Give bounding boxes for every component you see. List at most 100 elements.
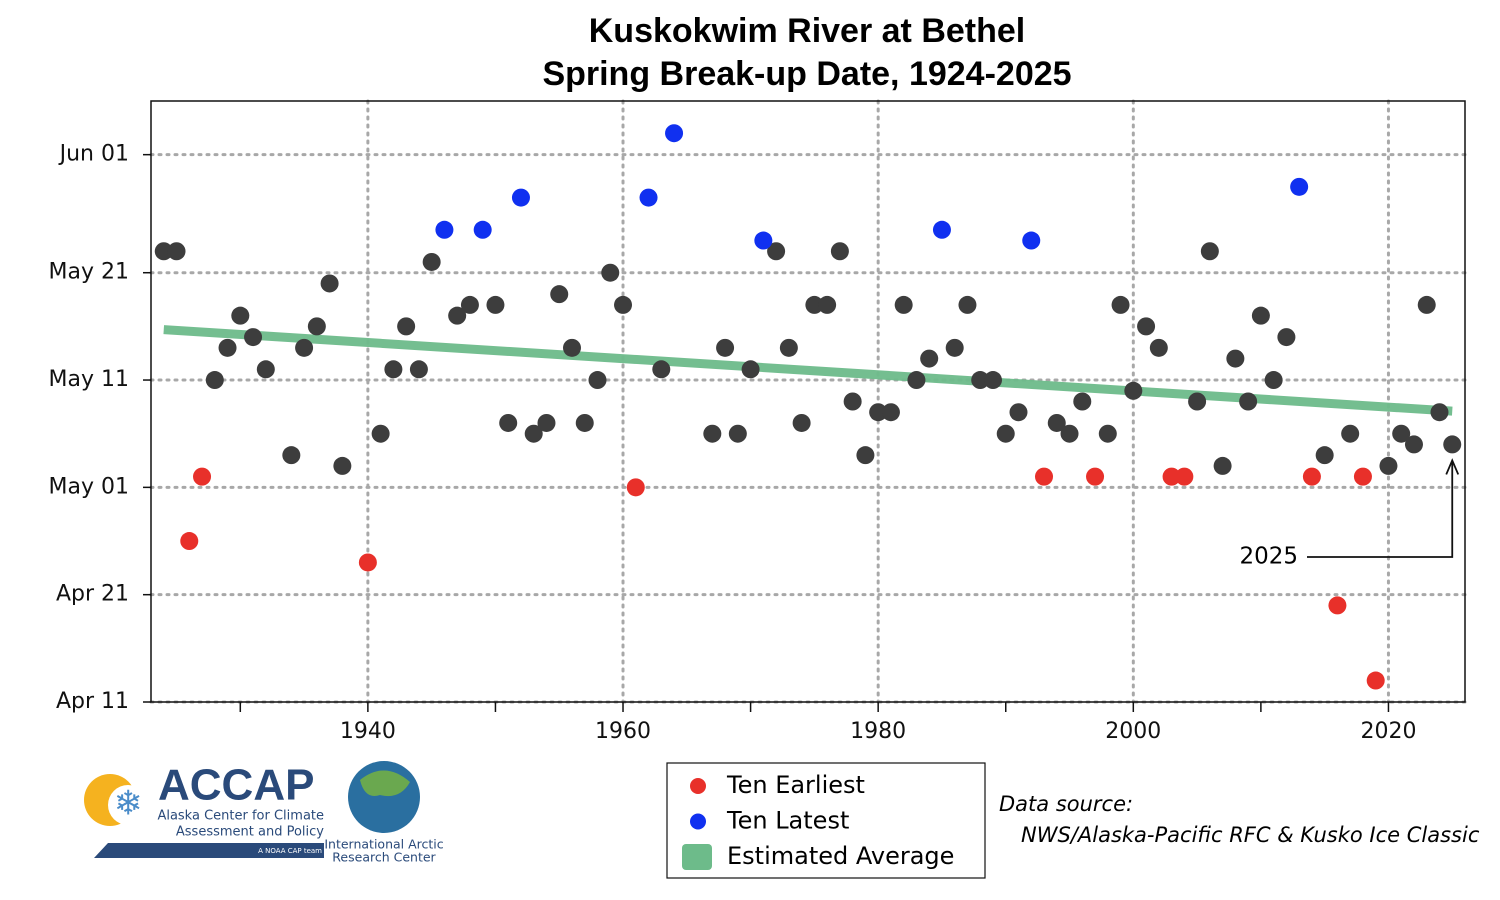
logo-text: A NOAA CAP team	[258, 847, 322, 855]
data-point	[588, 371, 607, 390]
legend-label: Ten Latest	[726, 807, 849, 835]
data-point	[1226, 349, 1245, 368]
data-point	[869, 403, 888, 422]
x-tick-label: 1940	[340, 719, 396, 744]
logo-title: ACCAP	[158, 761, 314, 810]
data-point	[716, 338, 735, 357]
logo-land	[360, 770, 410, 797]
data-point	[1341, 424, 1360, 443]
data-point	[397, 317, 416, 336]
data-point	[805, 295, 824, 314]
data-point	[409, 360, 428, 379]
data-point	[767, 242, 786, 261]
legend-label: Estimated Average	[727, 842, 954, 870]
data-point	[1175, 467, 1194, 486]
data-point	[154, 242, 173, 261]
legend-label: Ten Earliest	[726, 771, 865, 799]
chart-title: Kuskokwim River at Bethel	[589, 12, 1025, 50]
data-point	[1315, 446, 1334, 465]
annotation-arrow	[1307, 462, 1454, 558]
data-point	[499, 413, 518, 432]
data-point	[218, 338, 237, 357]
data-point	[779, 338, 798, 357]
plot-area	[149, 99, 1467, 704]
data-point	[1047, 413, 1066, 432]
data-point	[167, 242, 186, 261]
data-point	[1443, 435, 1462, 454]
chart-title: Spring Break-up Date, 1924-2025	[542, 55, 1071, 93]
data-point	[639, 188, 658, 207]
data-point	[193, 467, 212, 486]
data-point	[205, 371, 224, 390]
data-point	[231, 306, 250, 325]
data-point	[996, 424, 1015, 443]
data-point	[1290, 177, 1309, 196]
annotation-text: 2025	[1239, 544, 1298, 570]
data-point	[818, 295, 837, 314]
data-point	[1162, 467, 1181, 486]
data-point	[1379, 456, 1398, 475]
logo-bar	[94, 843, 324, 858]
x-tick-label: 1960	[595, 719, 651, 744]
data-point	[1264, 371, 1283, 390]
trend-line	[163, 325, 1453, 416]
data-point	[320, 274, 339, 293]
logo-text: International Arctic	[324, 837, 443, 852]
logo-text: Alaska Center for Climate	[157, 809, 324, 824]
data-point	[1277, 328, 1296, 347]
data-point	[894, 295, 913, 314]
y-tick-label: May 21	[49, 260, 129, 285]
data-point	[1111, 295, 1130, 314]
data-point	[945, 338, 964, 357]
data-point	[422, 252, 441, 271]
iarc-logo: International Arctic Research Center	[324, 761, 444, 865]
data-point	[1353, 467, 1372, 486]
data-point	[511, 188, 530, 207]
y-tick-label: Apr 21	[56, 582, 129, 607]
data-point	[1302, 467, 1321, 486]
accap-logo: ❄ ACCAP Alaska Center for Climate Assess…	[84, 761, 324, 858]
data-point	[384, 360, 403, 379]
y-tick-label: May 01	[49, 474, 129, 499]
data-point	[1060, 424, 1079, 443]
annotation-arrowhead	[1445, 458, 1460, 475]
data-point	[524, 424, 543, 443]
data-point	[614, 295, 633, 314]
data-point	[1200, 242, 1219, 261]
data-point	[1086, 467, 1105, 486]
logo-snow	[108, 785, 148, 825]
x-tick-label: 2000	[1105, 719, 1161, 744]
data-point	[562, 338, 581, 357]
data-point	[575, 413, 594, 432]
data-point	[282, 446, 301, 465]
data-point	[907, 371, 926, 390]
data-point	[881, 403, 900, 422]
data-point	[703, 424, 722, 443]
data-point	[1366, 671, 1385, 690]
data-point	[537, 413, 556, 432]
legend-marker	[690, 778, 706, 794]
logo-text: Research Center	[332, 850, 436, 865]
logo-text: Assessment and Policy	[176, 825, 324, 840]
source-text: NWS/Alaska-Pacific RFC & Kusko Ice Class…	[1021, 823, 1480, 847]
data-point	[244, 328, 263, 347]
source-label: Data source:	[999, 792, 1133, 816]
data-point	[1073, 392, 1092, 411]
data-point	[932, 220, 951, 239]
data-point	[1098, 424, 1117, 443]
data-point	[358, 553, 377, 572]
data-point	[256, 360, 275, 379]
data-point	[486, 295, 505, 314]
x-tick-label: 2020	[1360, 719, 1416, 744]
data-point	[1417, 295, 1436, 314]
data-point	[1239, 392, 1258, 411]
data-point	[741, 360, 760, 379]
data-point	[601, 263, 620, 282]
data-point	[652, 360, 671, 379]
data-point	[307, 317, 326, 336]
data-point	[971, 371, 990, 390]
data-point	[754, 231, 773, 250]
data-point	[460, 295, 479, 314]
data-point	[958, 295, 977, 314]
